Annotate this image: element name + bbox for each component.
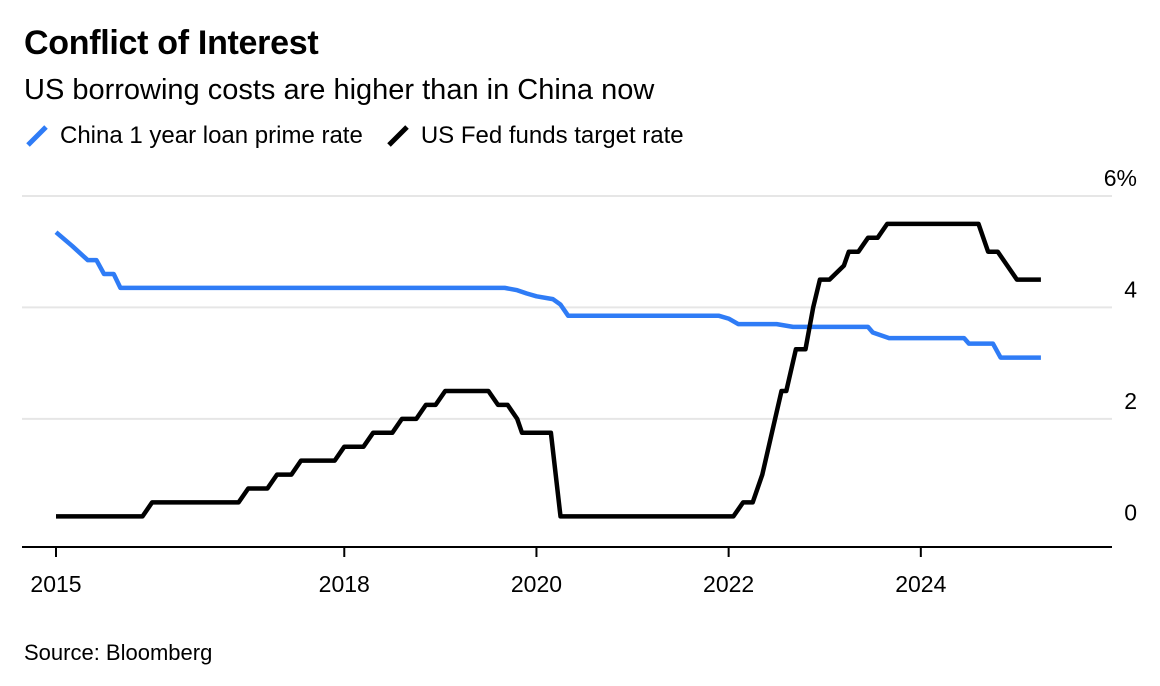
source-note: Source: Bloomberg (24, 640, 213, 665)
x-tick-label: 2024 (895, 571, 946, 597)
series-line-us-fed-funds (56, 221, 1041, 519)
chart-subtitle: US borrowing costs are higher than in Ch… (24, 74, 655, 106)
x-tick-label: 2015 (30, 571, 81, 597)
legend: China 1 year loan prime rate US Fed fund… (24, 122, 706, 150)
x-tick-label: 2022 (703, 571, 754, 597)
legend-label-us: US Fed funds target rate (420, 122, 684, 149)
series-line-china-lpr (54, 230, 1041, 360)
y-tick-label: 6% (1104, 165, 1137, 191)
x-tick-label: 2018 (319, 571, 370, 597)
y-tick-label: 2 (1124, 388, 1137, 414)
tick-labels: 0 2 4 6% 2015 2018 2020 2022 2024 (30, 165, 1137, 597)
legend-item-us: US Fed funds target rate (385, 122, 684, 150)
x-tick-label: 2020 (511, 571, 562, 597)
legend-swatch-china (26, 125, 48, 147)
series-lines (54, 221, 1041, 519)
grid-lines (22, 195, 1112, 420)
y-tick-label: 0 (1124, 499, 1137, 525)
legend-swatch-us (387, 125, 409, 147)
y-tick-label: 4 (1124, 276, 1137, 302)
chart-title: Conflict of Interest (24, 24, 319, 62)
legend-item-china: China 1 year loan prime rate (24, 122, 363, 150)
legend-label-china: China 1 year loan prime rate (60, 122, 363, 149)
x-axis (22, 546, 1112, 557)
